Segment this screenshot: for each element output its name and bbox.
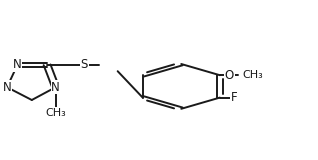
Text: CH₃: CH₃ xyxy=(45,108,66,118)
Text: O: O xyxy=(225,69,234,82)
Text: S: S xyxy=(80,58,88,71)
Text: N: N xyxy=(13,58,22,71)
Text: N: N xyxy=(3,81,11,94)
Text: F: F xyxy=(231,91,238,104)
Text: CH₃: CH₃ xyxy=(242,70,263,80)
Text: N: N xyxy=(51,81,60,94)
